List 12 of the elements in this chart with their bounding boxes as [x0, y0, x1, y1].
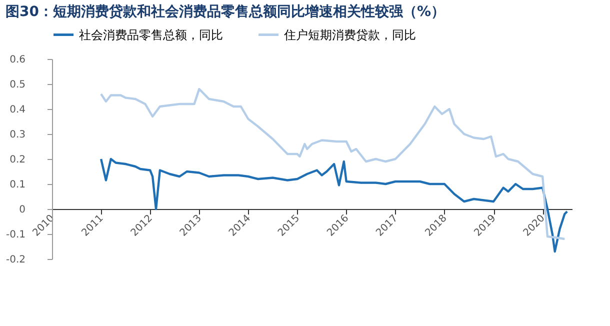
- y-tick-label: 0.1: [10, 180, 26, 190]
- y-tick-label: -0.2: [6, 254, 26, 266]
- y-tick-label: -0.1: [6, 230, 26, 240]
- y-tick-label: 0.4: [10, 104, 26, 116]
- legend-label: 社会消费品零售总额，同比: [79, 28, 223, 42]
- y-tick-label: 0.3: [10, 130, 26, 140]
- y-tick-label: 0: [19, 204, 26, 216]
- y-tick-label: 0.2: [10, 154, 26, 166]
- chart-title: 图30：短期消费贷款和社会消费品零售总额同比增速相关性较强（%）: [5, 3, 446, 20]
- y-tick-label: 0.5: [10, 80, 26, 90]
- y-tick-label: 0.6: [10, 54, 26, 66]
- legend-label: 住户短期消费贷款，同比: [283, 28, 416, 42]
